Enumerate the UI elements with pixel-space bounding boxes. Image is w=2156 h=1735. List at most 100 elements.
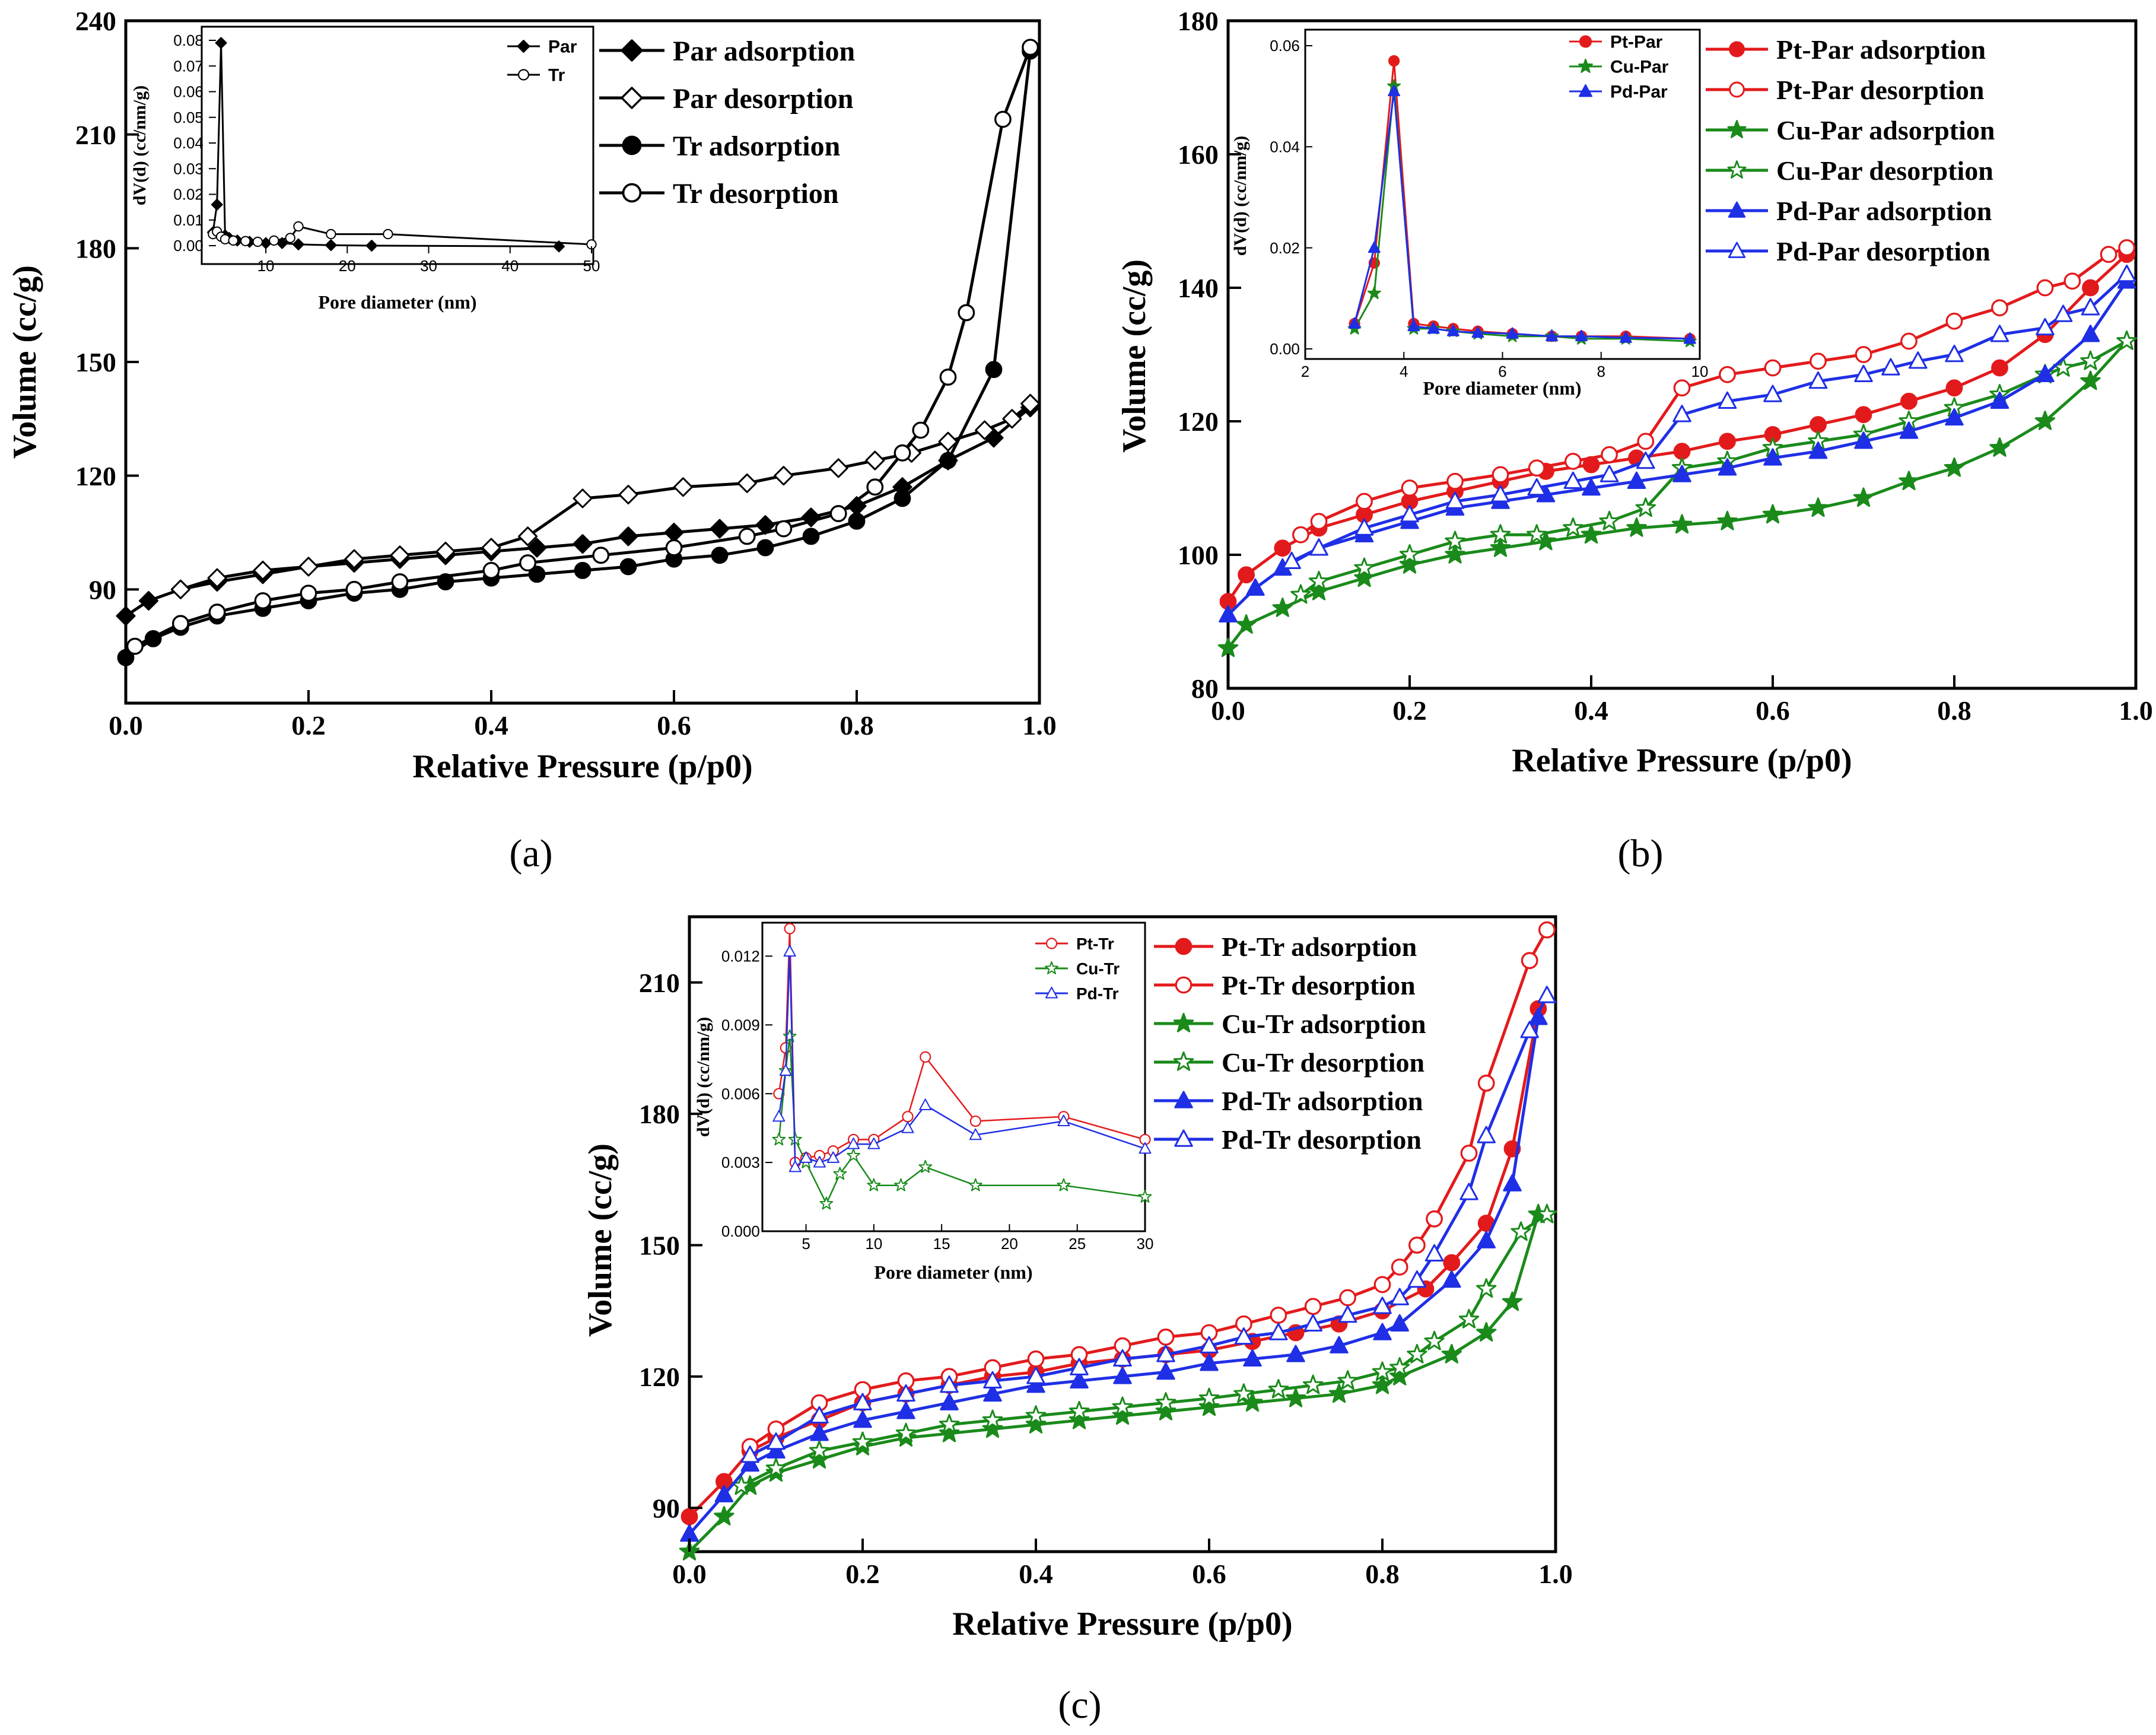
- panel-a-inset-y-tick-label: 0.02: [173, 186, 203, 204]
- panel-b-series-pt-par-desorption-point: [1810, 352, 1827, 370]
- panel-b-inset-x-tick-label: 6: [1498, 363, 1506, 380]
- panel-b-inset-legend-label: Pt-Par: [1610, 33, 1663, 52]
- panel-b-legend-marker: [1728, 201, 1746, 218]
- panel-a-inset-plot-area: [206, 37, 597, 253]
- panel-b-y-tick-label: 80: [1191, 673, 1219, 704]
- panel-c-inset-series-cu-tr-point: [783, 1029, 797, 1043]
- panel-c-series-pd-tr-adsorption-point: [1113, 1367, 1132, 1384]
- panel-c-series-cu-tr-adsorption-point: [1112, 1405, 1133, 1425]
- panel-b-series-pt-par-desorption-point: [2036, 279, 2054, 297]
- panel-c-inset-series-pd-tr-point: [813, 1156, 826, 1168]
- panel-c-series-cu-tr-adsorption-point: [1372, 1374, 1393, 1394]
- panel-b-inset-series-cu-par-point: [1367, 286, 1381, 300]
- panel-a-series-par-adsorption-point: [710, 519, 730, 539]
- panel-a-xlabel: Relative Pressure (p/p0): [412, 748, 752, 785]
- panel-b-inset-series-pd-par-point: [1575, 329, 1588, 342]
- panel-c-series-cu-tr-adsorption-point: [809, 1449, 830, 1469]
- panel-a-series-tr-adsorption-line: [125, 50, 1032, 659]
- panel-a-series-tr-desorption-point: [775, 520, 793, 538]
- panel-b-series-cu-par-desorption-point: [1490, 524, 1511, 544]
- panel-c-x-tick-label: 0.0: [672, 1559, 707, 1589]
- panel-b-legend-label: Pt-Par desorption: [1776, 75, 1985, 105]
- panel-a-inset-series-par-point: [365, 240, 378, 252]
- panel-b-series-cu-par-desorption-point: [1527, 524, 1547, 544]
- panel-c-legend-marker: [1174, 1129, 1193, 1147]
- panel-b: 0.0 0.2 0.4 0.6 0.8 1.0 80 100 120 140 160 180 Rela…: [1116, 6, 2153, 779]
- panel-b-inset-legend-label: Pd-Par: [1610, 82, 1668, 102]
- panel-a-series-tr-desorption-point: [254, 592, 272, 609]
- panel-a-inset-y-tick-label: 0.03: [173, 160, 203, 177]
- panel-b-series-pt-par-desorption-point: [1719, 366, 1736, 383]
- panel-a-y-tick-label: 120: [75, 461, 116, 491]
- panel-b-series-cu-par-desorption-point: [1599, 510, 1620, 530]
- panel-a-inset-legend-marker: [517, 40, 530, 53]
- panel-c-inset-series-pd-tr-point: [772, 1110, 786, 1122]
- panel-c-inset-series-pd-tr-point: [969, 1128, 982, 1140]
- panel-c-inset-series-pd-tr-point: [1139, 1142, 1152, 1154]
- panel-c-series-pd-tr-desorption-point: [983, 1371, 1002, 1388]
- panel-c-series-pd-tr-desorption-point: [1156, 1345, 1175, 1362]
- panel-a-inset-series-tr-point: [383, 228, 393, 240]
- panel-b-series-cu-par-adsorption-point: [1272, 598, 1293, 617]
- panel-b-series-cu-par-adsorption-point: [1717, 510, 1738, 530]
- panel-b-inset-x-tick-label: 2: [1301, 363, 1309, 380]
- panel-a-series-par-desorption-point: [737, 473, 757, 493]
- panel-b-inset-x-tick-label: 10: [1691, 363, 1709, 380]
- panel-a-inset-series-tr-point: [326, 228, 336, 240]
- panel-b-x-tick-label: 0.4: [1574, 695, 1608, 726]
- panel-c-series-pd-tr-adsorption-point: [853, 1410, 872, 1428]
- panel-c-inset-plot-area: [772, 923, 1152, 1210]
- panel-a-inset-series-par-point: [325, 239, 337, 252]
- panel-b-series-pd-par-desorption-point: [1400, 505, 1419, 523]
- panel-c-series-cu-tr-desorption-point: [809, 1440, 830, 1460]
- panel-c-series-pd-tr-adsorption-point: [1390, 1314, 1409, 1332]
- panel-a-series-par-desorption-point: [435, 541, 456, 561]
- panel-a-series-tr-adsorption-point: [117, 649, 135, 666]
- panel-c-inset-axes: 5 10 15 20 25 30 0.000 0.003 0.006 0.009 0.012: [721, 947, 1154, 1252]
- panel-c-series-pd-tr-adsorption-point: [1070, 1371, 1089, 1388]
- panel-b-inset-series-pd-par-point: [1471, 326, 1484, 338]
- panel-c-inset-series-pd-tr-point: [826, 1151, 839, 1163]
- panel-c-series-pt-tr-desorption-point: [1426, 1210, 1443, 1228]
- panel-c-legend-marker: [1175, 938, 1193, 955]
- panel-c-series-cu-tr-desorption-point: [1407, 1343, 1427, 1364]
- panel-c-inset-y-tick-label: 0.012: [721, 947, 760, 965]
- panel-b-series-cu-par-desorption-point: [1635, 497, 1656, 517]
- panel-a-legend-label: Tr desorption: [673, 178, 839, 209]
- panel-c-series-cu-tr-desorption-point: [1112, 1396, 1133, 1416]
- panel-c-series-pt-tr-desorption-point: [1521, 952, 1538, 970]
- panel-c-series-cu-tr-desorption-point: [1069, 1400, 1090, 1421]
- panel-b-series-pt-par-desorption-point: [1673, 379, 1691, 397]
- panel-b-series-pt-par-desorption-point: [1637, 433, 1655, 450]
- panel-b-series-pd-par-desorption-point: [2036, 318, 2055, 336]
- panel-c: 0.0 0.2 0.4 0.6 0.8 1.0 90 120 150 180 210 Relativ…: [582, 915, 1573, 1642]
- panel-c-ylabel: Volume (cc/g): [582, 1143, 619, 1337]
- panel-a-inset-y-tick-label: 0.04: [173, 134, 203, 152]
- panel-b-inset-legend-label: Cu-Par: [1610, 58, 1669, 77]
- panel-a-series-par-desorption-point: [865, 450, 885, 471]
- panel-b-series-cu-par-adsorption-point: [1899, 471, 1919, 491]
- panel-a-inset-y-tick-label: 0.05: [173, 109, 203, 126]
- panel-a-series-tr-adsorption-point: [619, 558, 637, 576]
- panel-b-inset-y-tick-label: 0.00: [1270, 340, 1300, 358]
- panel-a-y-tick-label: 180: [75, 233, 116, 263]
- panel-a-series-tr-adsorption-point: [528, 565, 546, 583]
- panel-a-series-tr-desorption-point: [208, 603, 226, 621]
- panel-a-x-tick-label: 1.0: [1022, 710, 1057, 741]
- panel-b-inset-series-pd-par-point: [1683, 332, 1696, 344]
- panel-b-legend-marker: [1729, 81, 1745, 98]
- panel-c-inset-series-pd-tr-point: [779, 1064, 792, 1076]
- panel-a-legend-label: Par desorption: [673, 83, 853, 115]
- panel-b-series-pt-par-desorption-point: [1900, 332, 1917, 350]
- panel-c-series-cu-tr-desorption-point: [765, 1457, 787, 1477]
- panel-b-series-pt-par-adsorption-point: [1719, 433, 1736, 450]
- panel-c-x-tick-label: 0.6: [1192, 1559, 1226, 1589]
- panel-c-series-pd-tr-adsorption-point: [714, 1485, 734, 1502]
- panel-b-series-pd-par-desorption-point: [1527, 478, 1546, 496]
- panel-b-series-cu-par-adsorption-point: [1808, 497, 1829, 517]
- panel-c-y-tick-label: 120: [639, 1362, 680, 1392]
- panel-b-axes: 0.0 0.2 0.4 0.6 0.8 1.0 80 100 120 140 160 180: [1178, 6, 2153, 726]
- panel-a-y-tick-label: 240: [75, 6, 116, 36]
- panel-b-series-pd-par-adsorption-point: [1899, 421, 1919, 439]
- panel-c-series-cu-tr-adsorption-point: [714, 1506, 734, 1526]
